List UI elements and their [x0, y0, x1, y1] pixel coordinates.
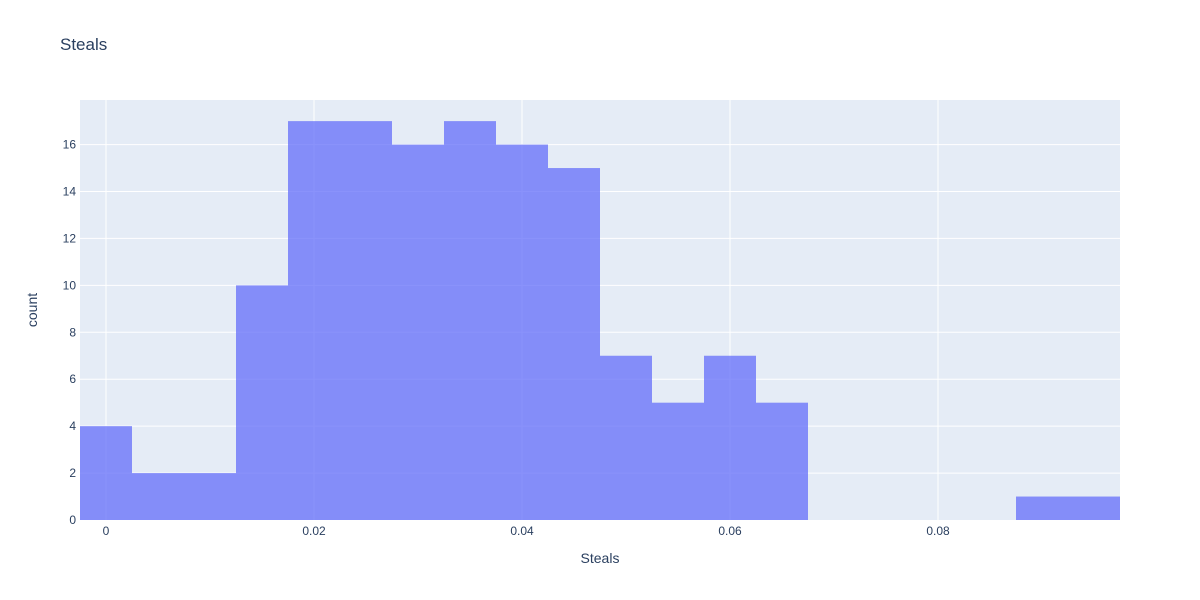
histogram-bar: [340, 121, 392, 521]
histogram-bar: [704, 355, 756, 520]
y-tick-label: 4: [69, 419, 76, 433]
y-tick-label: 8: [69, 325, 76, 339]
histogram-bar: [392, 144, 444, 521]
histogram-bar: [756, 402, 808, 520]
histogram-bars: [80, 121, 1120, 521]
histogram-bar: [288, 121, 340, 521]
y-tick-label: 12: [63, 231, 77, 245]
chart-title: Steals: [60, 35, 107, 54]
y-axis-ticks: 0 2 4 6 8 10 12 14 16: [63, 138, 77, 527]
histogram-bar: [548, 168, 600, 521]
histogram-bar: [444, 121, 496, 521]
x-tick-label: 0.06: [718, 524, 742, 538]
x-axis-ticks: 0 0.02 0.04 0.06 0.08: [103, 524, 950, 538]
histogram-bar: [132, 473, 184, 520]
histogram-bar: [600, 355, 652, 520]
x-tick-label: 0.04: [510, 524, 534, 538]
y-axis-title: count: [24, 293, 40, 327]
y-tick-label: 16: [63, 138, 77, 152]
y-tick-label: 10: [63, 278, 77, 292]
y-tick-label: 2: [69, 466, 76, 480]
histogram-bar: [236, 285, 288, 520]
y-tick-label: 0: [69, 513, 76, 527]
histogram-bar: [652, 402, 704, 520]
histogram-bar: [184, 473, 236, 520]
x-tick-label: 0.08: [926, 524, 950, 538]
y-tick-label: 6: [69, 372, 76, 386]
x-tick-label: 0.02: [302, 524, 326, 538]
x-tick-label: 0: [103, 524, 110, 538]
x-axis-title: Steals: [581, 550, 620, 566]
histogram-bar: [1068, 496, 1120, 520]
histogram-bar: [80, 426, 132, 520]
histogram-bar: [1016, 496, 1068, 520]
y-tick-label: 14: [63, 185, 77, 199]
histogram-bar: [496, 144, 548, 521]
